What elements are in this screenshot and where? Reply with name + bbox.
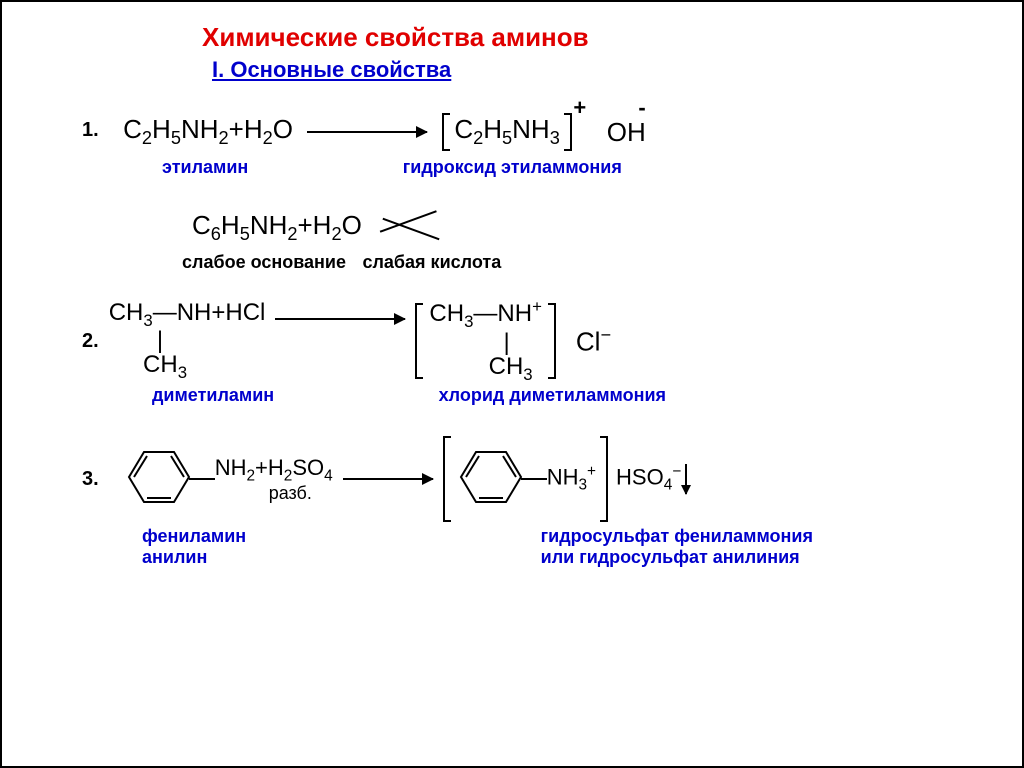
main-title: Химические свойства аминов bbox=[202, 22, 982, 53]
reaction-3-lhs-label1: фениламин bbox=[142, 526, 246, 547]
benzene-icon bbox=[119, 442, 199, 517]
reaction-2: 2. CH3—NH+HCl | CH3 CH3—NH+ | CH3 Cl− bbox=[42, 299, 982, 383]
reaction-1b: C6H5NH2+H2O bbox=[42, 208, 982, 248]
subtitle: I. Основные свойства bbox=[212, 57, 982, 83]
reaction-1-lhs: C2H5NH2+H2O bbox=[123, 114, 293, 149]
reaction-2-lhs: CH3—NH+HCl | CH3 bbox=[109, 301, 266, 382]
down-arrow-icon bbox=[685, 464, 687, 494]
reaction-2-rhs: CH3—NH+ | CH3 bbox=[423, 299, 548, 383]
reaction-1b-rhs-label: слабая кислота bbox=[362, 252, 501, 272]
reaction-2-anion: Cl− bbox=[576, 325, 611, 358]
reaction-3-anion: HSO4− bbox=[616, 463, 681, 495]
reaction-3-rhs-text: NH3+ bbox=[547, 463, 596, 495]
reaction-3-lhs-label2: анилин bbox=[142, 547, 246, 568]
reaction-3-rhs-label1: гидросульфат фениламмония bbox=[541, 526, 813, 547]
reaction-1-num: 1. bbox=[82, 119, 99, 142]
plus-charge: + bbox=[573, 95, 586, 121]
reaction-3-lhs-text: NH2+H2SO4 разб. bbox=[215, 457, 333, 502]
arrow-icon bbox=[343, 478, 433, 480]
reaction-1b-lhs: C6H5NH2+H2O bbox=[192, 210, 362, 245]
reaction-1-lhs-label: этиламин bbox=[162, 157, 248, 177]
arrow-icon bbox=[275, 318, 405, 320]
minus-charge: - bbox=[638, 95, 645, 121]
no-reaction-icon bbox=[386, 208, 436, 248]
reaction-3-rhs-label2: или гидросульфат анилиния bbox=[541, 547, 813, 568]
reaction-3-num: 3. bbox=[82, 468, 99, 491]
reaction-1-anion: OH bbox=[607, 117, 646, 148]
reaction-3: 3. NH2+H2SO4 разб. NH3+ HSO4− bbox=[42, 436, 982, 522]
reaction-1-rhs-label: гидроксид этиламмония bbox=[403, 157, 622, 177]
benzene-icon bbox=[451, 442, 531, 517]
arrow-icon bbox=[307, 131, 427, 133]
reaction-1b-lhs-label: слабое основание bbox=[182, 252, 346, 272]
reaction-1: 1. C2H5NH2+H2O C2H5NH3 + - OH bbox=[42, 113, 982, 151]
reaction-1-cation: C2H5NH3 bbox=[454, 114, 560, 149]
reaction-2-rhs-label: хлорид диметиламмония bbox=[439, 385, 666, 405]
reaction-2-lhs-label: диметиламин bbox=[152, 385, 274, 405]
